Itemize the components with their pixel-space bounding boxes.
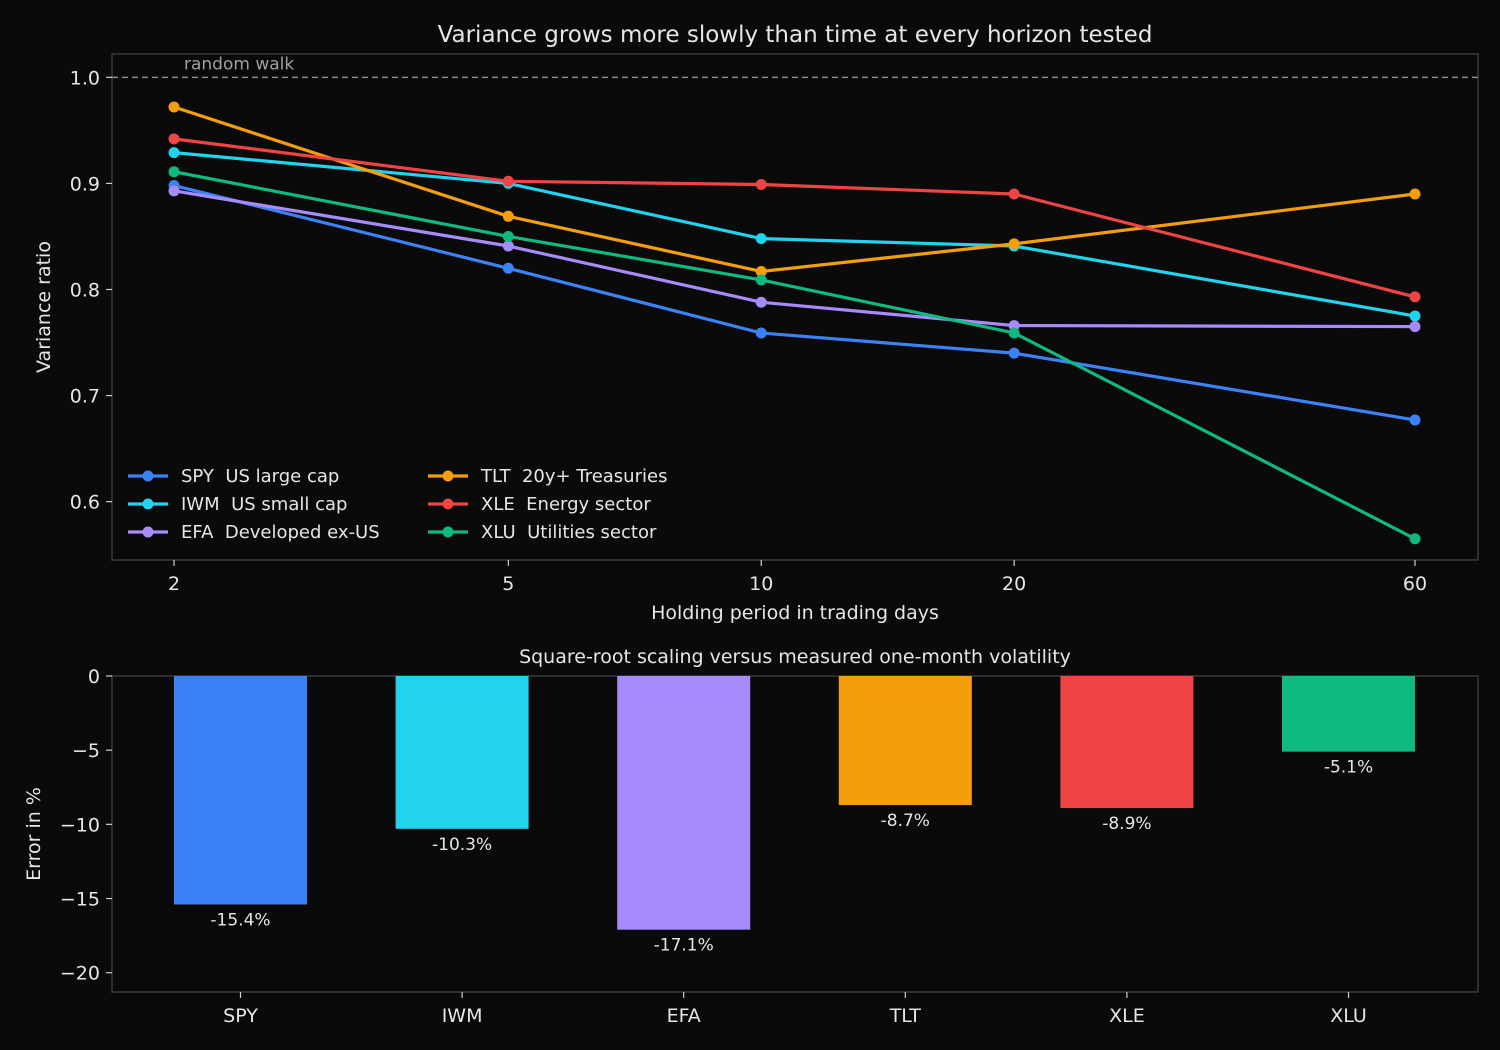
legend-entry-label: XLU Utilities sector bbox=[481, 522, 657, 543]
bottom-x-tick-label: IWM bbox=[442, 1005, 483, 1027]
bar-value-label-efa: -17.1% bbox=[654, 936, 714, 956]
data-point-tlt bbox=[502, 210, 514, 222]
legend-entry-label: XLE Energy sector bbox=[481, 494, 651, 515]
bar-efa bbox=[617, 676, 751, 930]
bottom-y-tick-label: −5 bbox=[72, 740, 100, 762]
data-point-spy bbox=[755, 327, 767, 339]
top-y-tick-label: 0.9 bbox=[70, 173, 100, 195]
data-point-tlt bbox=[1409, 188, 1421, 200]
bottom-y-tick-label: −15 bbox=[60, 889, 100, 911]
data-point-xle bbox=[755, 178, 767, 190]
top-plot-area bbox=[111, 53, 1479, 561]
data-point-tlt bbox=[755, 265, 767, 277]
bar-value-label-spy: -15.4% bbox=[210, 910, 270, 930]
data-point-iwm bbox=[168, 147, 180, 159]
legend-swatch-marker bbox=[442, 526, 454, 538]
series-line-iwm bbox=[173, 151, 1416, 318]
bottom-x-tick-label: XLU bbox=[1330, 1005, 1367, 1027]
bottom-x-ticks: SPY IWM EFA TLT XLE XLU bbox=[223, 992, 1367, 1027]
data-point-tlt bbox=[1008, 238, 1020, 250]
bottom-bars-group: -15.4% -10.3% -17.1% -8.7% -8.9% -5.1% bbox=[174, 676, 1415, 956]
variance-ratio-line-chart: Variance grows more slowly than time at … bbox=[33, 22, 1479, 624]
bottom-y-tick-label: −10 bbox=[60, 814, 100, 836]
top-x-tick-label: 60 bbox=[1403, 573, 1427, 595]
bottom-chart-title: Square-root scaling versus measured one-… bbox=[519, 646, 1071, 668]
bottom-y-tick-label: 0 bbox=[88, 666, 100, 688]
bottom-y-ticks: 0 −5 −10 −15 −20 bbox=[60, 666, 112, 985]
data-point-xlu bbox=[755, 274, 767, 286]
bar-value-label-tlt: -8.7% bbox=[881, 811, 930, 831]
data-point-efa bbox=[502, 240, 514, 252]
bottom-x-tick-label: SPY bbox=[223, 1005, 258, 1027]
legend: SPY US large cap IWM US small cap EFA Deve… bbox=[128, 466, 667, 543]
data-point-xlu bbox=[502, 230, 514, 242]
top-y-axis-label: Variance ratio bbox=[33, 241, 55, 373]
top-y-tick-label: 0.8 bbox=[70, 279, 100, 301]
bar-xle bbox=[1060, 676, 1194, 809]
data-point-iwm bbox=[1409, 310, 1421, 322]
bottom-x-tick-label: XLE bbox=[1109, 1005, 1145, 1027]
top-y-tick-label: 1.0 bbox=[70, 67, 100, 89]
error-bar-chart: Square-root scaling versus measured one-… bbox=[23, 646, 1479, 1027]
top-x-tick-label: 20 bbox=[1002, 573, 1026, 595]
series-line-tlt bbox=[173, 105, 1416, 274]
series-line-efa bbox=[173, 189, 1416, 329]
top-series-group bbox=[168, 101, 1421, 545]
top-x-ticks: 2 5 10 20 60 bbox=[168, 560, 1427, 595]
bar-value-label-xle: -8.9% bbox=[1102, 814, 1151, 834]
random-walk-label: random walk bbox=[184, 54, 294, 74]
data-point-iwm bbox=[755, 233, 767, 245]
data-point-xlu bbox=[1008, 327, 1020, 339]
bottom-y-axis-label: Error in % bbox=[23, 787, 45, 881]
bar-spy bbox=[174, 676, 307, 905]
bar-xlu bbox=[1282, 676, 1415, 752]
legend-swatch-marker bbox=[442, 498, 454, 510]
bar-iwm bbox=[395, 676, 529, 829]
data-point-xlu bbox=[1409, 533, 1421, 545]
legend-entry-label: IWM US small cap bbox=[181, 494, 347, 515]
top-x-tick-label: 10 bbox=[749, 573, 773, 595]
data-point-xle bbox=[1008, 188, 1020, 200]
data-point-efa bbox=[168, 185, 180, 197]
legend-swatch-marker bbox=[142, 470, 154, 482]
bar-value-label-iwm: -10.3% bbox=[432, 835, 492, 855]
bottom-x-tick-label: EFA bbox=[667, 1005, 701, 1027]
data-point-xle bbox=[502, 175, 514, 187]
series-line-xlu bbox=[173, 170, 1416, 541]
top-x-tick-label: 2 bbox=[168, 573, 180, 595]
data-point-spy bbox=[502, 262, 514, 274]
top-y-tick-label: 0.6 bbox=[70, 492, 100, 514]
legend-swatch-marker bbox=[142, 526, 154, 538]
top-chart-title: Variance grows more slowly than time at … bbox=[438, 22, 1153, 48]
bottom-plot-area bbox=[111, 675, 1479, 993]
data-point-xle bbox=[168, 133, 180, 145]
data-point-spy bbox=[1409, 414, 1421, 426]
bottom-y-tick-label: −20 bbox=[60, 963, 100, 985]
top-x-tick-label: 5 bbox=[502, 573, 514, 595]
bar-tlt bbox=[838, 676, 972, 806]
data-point-efa bbox=[755, 296, 767, 308]
top-y-tick-label: 0.7 bbox=[70, 386, 100, 408]
legend-swatch-marker bbox=[442, 470, 454, 482]
top-y-ticks: 0.6 0.7 0.8 0.9 1.0 bbox=[70, 67, 112, 514]
bar-value-label-xlu: -5.1% bbox=[1324, 758, 1373, 778]
data-point-xlu bbox=[168, 166, 180, 178]
data-point-tlt bbox=[168, 101, 180, 113]
top-x-axis-label: Holding period in trading days bbox=[651, 602, 939, 624]
legend-entry-label: SPY US large cap bbox=[181, 466, 339, 487]
legend-swatch-marker bbox=[142, 498, 154, 510]
bottom-x-tick-label: TLT bbox=[889, 1005, 922, 1027]
legend-entry-label: TLT 20y+ Treasuries bbox=[480, 466, 667, 487]
data-point-efa bbox=[1409, 321, 1421, 333]
data-point-xle bbox=[1409, 291, 1421, 303]
legend-entry-label: EFA Developed ex-US bbox=[181, 522, 380, 543]
data-point-spy bbox=[1008, 347, 1020, 359]
